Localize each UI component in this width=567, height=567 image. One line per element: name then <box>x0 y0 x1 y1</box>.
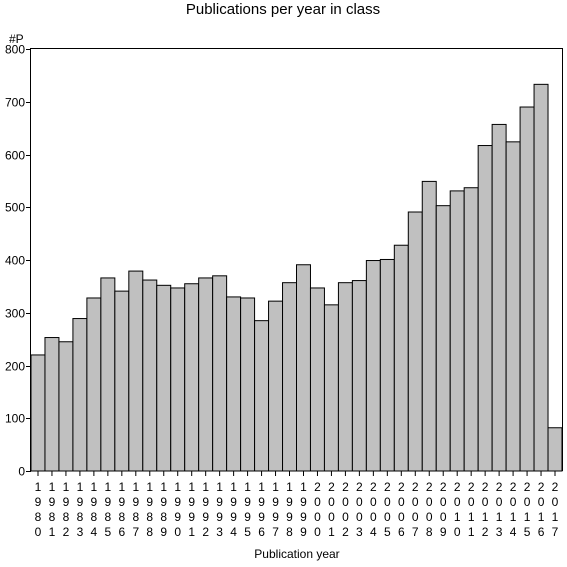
bar-2000 <box>309 287 325 472</box>
bar-2016 <box>533 83 549 472</box>
y-tick-label-500: 500 <box>5 201 25 215</box>
y-ticks-group: 0 100 200 300 400 500 600 700 800 <box>5 43 31 479</box>
chart-title: Publications per year in class <box>186 1 380 18</box>
y-tick-label-400: 400 <box>5 254 25 268</box>
bar-2010 <box>449 190 465 472</box>
y-tick-label-700: 700 <box>5 96 25 110</box>
bar-1998 <box>282 282 297 472</box>
bar-1990 <box>170 287 186 472</box>
bars-group <box>30 83 563 472</box>
bar-1996 <box>254 320 270 472</box>
bar-1980 <box>30 354 46 472</box>
bar-2002 <box>337 282 353 472</box>
bar-1985 <box>100 277 116 472</box>
bar-2007 <box>407 211 423 472</box>
bar-2008 <box>421 180 437 472</box>
y-tick-label-600: 600 <box>5 149 25 163</box>
bar-2006 <box>393 244 409 472</box>
x-ticks-group: 1 9 8 0 1 9 8 1 1 9 8 2 1 9 8 3 1 9 8 4 1 9 8 5 1 9 8 6 1 9 8 7 1 9 8 8 1 9 8 9… <box>35 471 559 539</box>
bar-1984 <box>86 297 102 472</box>
bar-1989 <box>156 284 172 472</box>
bar-1983 <box>72 318 88 472</box>
bar-1994 <box>226 296 242 472</box>
bar-2014 <box>505 141 521 472</box>
bar-2015 <box>519 106 535 472</box>
bar-1982 <box>58 341 74 472</box>
bar-2011 <box>463 187 479 472</box>
y-tick-label-0: 0 <box>18 465 25 479</box>
bar-1988 <box>142 279 158 472</box>
bar-2001 <box>323 304 339 472</box>
bar-1993 <box>212 275 228 472</box>
bar-1986 <box>114 290 130 472</box>
bar-2004 <box>365 260 381 472</box>
bar-2013 <box>491 123 507 472</box>
y-tick-label-800: 800 <box>5 43 25 57</box>
bar-1999 <box>296 264 311 472</box>
bar-1981 <box>44 337 60 472</box>
bar-1991 <box>184 283 200 472</box>
bar-1995 <box>240 297 256 472</box>
x-axis-label: Publication year <box>254 547 339 561</box>
bar-1997 <box>268 300 284 472</box>
bar-2012 <box>477 145 493 472</box>
bar-2017 <box>547 427 563 472</box>
y-axis-label: #P <box>9 32 24 46</box>
y-tick-label-200: 200 <box>5 360 25 374</box>
bar-1987 <box>128 270 144 472</box>
bar-2003 <box>351 280 367 472</box>
y-tick-label-300: 300 <box>5 307 25 321</box>
bar-2005 <box>379 258 395 472</box>
bar-1992 <box>198 277 214 472</box>
y-tick-label-100: 100 <box>5 412 25 426</box>
bar-2009 <box>435 205 451 472</box>
